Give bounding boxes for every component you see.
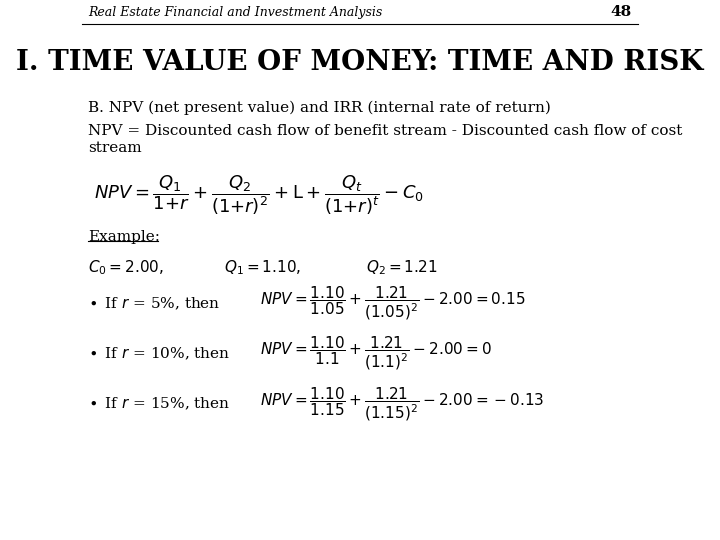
Text: Example:: Example: [89, 230, 161, 244]
Text: 48: 48 [611, 5, 631, 19]
Text: NPV = Discounted cash flow of benefit stream - Discounted cash flow of cost: NPV = Discounted cash flow of benefit st… [89, 124, 683, 138]
Text: $Q_1 = 1.10,$: $Q_1 = 1.10,$ [224, 258, 302, 276]
Text: $\bullet\,$ If $r$ = 5%, then: $\bullet\,$ If $r$ = 5%, then [89, 295, 221, 312]
Text: $\mathit{NPV} = \dfrac{1.10}{1.05} + \dfrac{1.21}{(1.05)^2} - 2.00 = 0.15$: $\mathit{NPV} = \dfrac{1.10}{1.05} + \df… [260, 285, 525, 322]
Text: $\mathit{NPV} = \dfrac{1.10}{1.1} + \dfrac{1.21}{(1.1)^2} - 2.00 = 0$: $\mathit{NPV} = \dfrac{1.10}{1.1} + \dfr… [260, 335, 492, 373]
Text: $Q_2 = 1.21$: $Q_2 = 1.21$ [366, 258, 438, 276]
Text: $\mathit{NPV} = \dfrac{1.10}{1.15} + \dfrac{1.21}{(1.15)^2} - 2.00 = -0.13$: $\mathit{NPV} = \dfrac{1.10}{1.15} + \df… [260, 385, 544, 423]
Text: $\bullet\,$ If $r$ = 15%, then: $\bullet\,$ If $r$ = 15%, then [89, 396, 230, 412]
Text: $\mathit{NPV} = \dfrac{Q_1}{1{+}r} + \dfrac{Q_2}{(1{+}r)^2} + \mathrm{L} + \dfra: $\mathit{NPV} = \dfrac{Q_1}{1{+}r} + \df… [94, 173, 424, 218]
Text: stream: stream [89, 141, 142, 156]
Text: B. NPV (net present value) and IRR (internal rate of return): B. NPV (net present value) and IRR (inte… [89, 101, 552, 115]
Text: I. TIME VALUE OF MONEY: TIME AND RISK: I. TIME VALUE OF MONEY: TIME AND RISK [17, 49, 703, 76]
Text: $C_0 = 2.00,$: $C_0 = 2.00,$ [89, 258, 164, 276]
Text: $\bullet\,$ If $r$ = 10%, then: $\bullet\,$ If $r$ = 10%, then [89, 346, 230, 362]
Text: Real Estate Financial and Investment Analysis: Real Estate Financial and Investment Ana… [89, 6, 382, 19]
